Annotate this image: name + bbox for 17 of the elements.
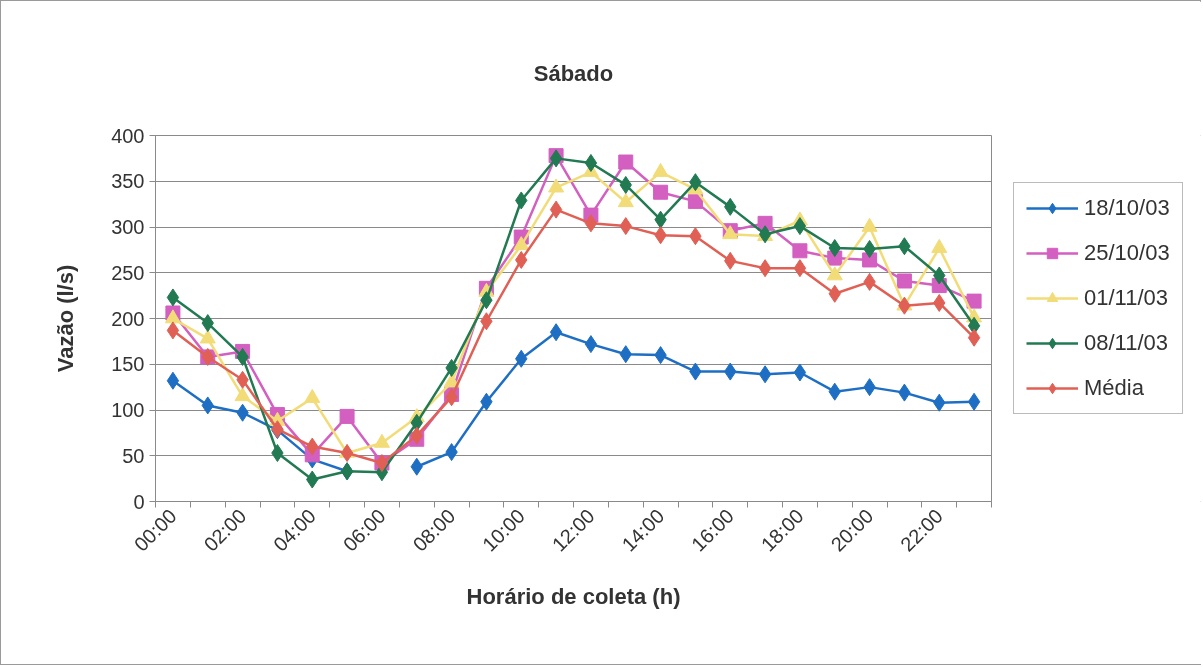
y-tick-label: 300 xyxy=(111,216,145,238)
y-tick-label: 100 xyxy=(111,399,145,421)
y-axis-title: Vazão (l/s) xyxy=(53,264,79,373)
y-tick-label: 150 xyxy=(111,353,145,376)
chart-title: Sábado xyxy=(533,60,614,86)
x-axis-title: Horário de coleta (h) xyxy=(466,584,681,610)
legend-label: 01/11/03 xyxy=(1084,285,1169,311)
y-tick-label: 400 xyxy=(111,124,145,147)
y-tick-label: 350 xyxy=(111,170,145,193)
y-tick-label: 0 xyxy=(133,490,145,513)
legend-label: 08/11/03 xyxy=(1084,330,1169,356)
legend-label: 25/10/03 xyxy=(1084,240,1170,266)
legend-label: 18/10/03 xyxy=(1084,195,1170,221)
y-tick-label: 50 xyxy=(122,444,145,467)
legend-label: Média xyxy=(1084,375,1144,401)
y-tick-label: 250 xyxy=(111,261,145,284)
y-tick-label: 200 xyxy=(111,307,145,330)
